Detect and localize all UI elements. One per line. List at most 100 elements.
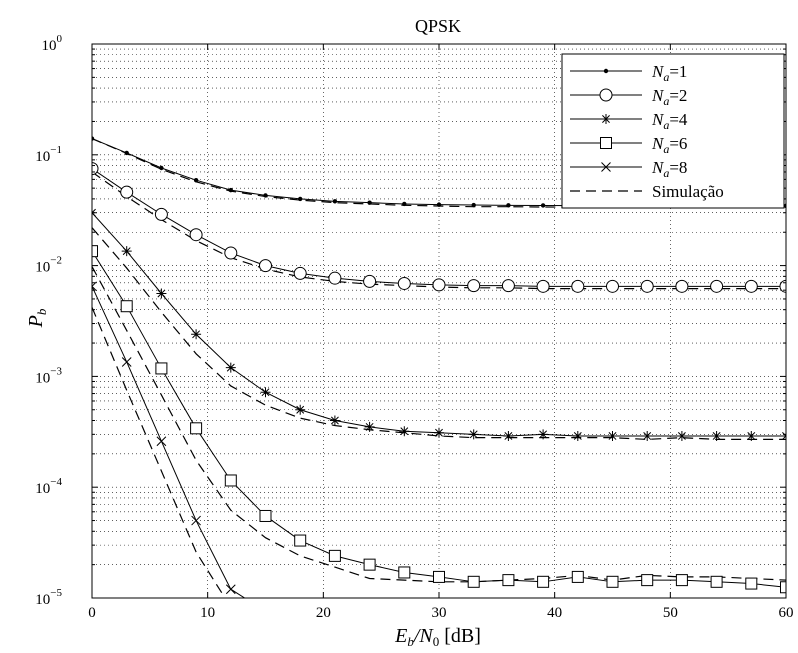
data-point — [367, 200, 372, 205]
legend-marker — [600, 137, 612, 149]
x-axis-label: Eb/N0 [dB] — [394, 625, 481, 649]
data-point — [363, 274, 377, 288]
data-point — [536, 279, 550, 293]
legend-marker — [601, 162, 611, 172]
data-point — [328, 549, 341, 562]
tick-labels: 0 10 20 30 40 50 60 100 10−1 10−2 10−3 10−4 10−5 — [35, 33, 793, 621]
data-point — [606, 279, 619, 293]
data-point — [397, 276, 411, 290]
data-point — [189, 228, 203, 242]
y-tick-label: 10−3 — [35, 365, 62, 386]
data-point — [398, 566, 411, 579]
data-point — [537, 575, 550, 588]
x-tick-label: 20 — [316, 605, 331, 621]
data-point — [263, 193, 268, 198]
data-point — [676, 430, 687, 441]
legend-marker — [601, 114, 611, 124]
data-point — [675, 279, 689, 293]
x-tick-label: 60 — [779, 605, 794, 621]
y-tick-label: 100 — [42, 33, 63, 54]
data-point — [606, 575, 619, 588]
plot-area — [92, 136, 786, 598]
data-point — [191, 329, 202, 340]
legend-label: Na=4 — [651, 110, 688, 132]
legend-marker — [599, 88, 613, 102]
simulation-curve — [92, 307, 226, 598]
y-tick-label: 10−2 — [35, 255, 62, 276]
data-point — [501, 279, 515, 293]
data-point — [434, 427, 444, 438]
x-tick-label: 50 — [663, 605, 678, 621]
data-point — [436, 202, 442, 207]
data-point — [364, 421, 375, 432]
data-point — [225, 584, 236, 595]
data-point — [711, 430, 722, 441]
data-point — [433, 570, 445, 583]
data-point — [467, 575, 480, 588]
x-tick-label: 0 — [88, 605, 96, 621]
data-point — [120, 185, 134, 199]
data-point — [502, 574, 515, 587]
data-point — [228, 187, 233, 193]
data-point — [191, 515, 201, 526]
data-point — [744, 279, 758, 293]
data-point — [121, 246, 132, 257]
data-point — [642, 430, 653, 441]
data-point — [746, 430, 757, 441]
x-tick-label: 10 — [200, 605, 215, 621]
legend-label: Na=1 — [651, 62, 687, 84]
data-point — [399, 426, 410, 437]
data-point — [260, 387, 271, 398]
series-line — [92, 286, 245, 598]
data-point — [328, 271, 342, 285]
data-point — [779, 279, 786, 293]
data-point — [329, 415, 340, 426]
legend-label: Simulação — [652, 182, 724, 201]
data-point — [571, 279, 585, 293]
data-point — [156, 288, 167, 299]
data-point — [780, 581, 786, 594]
data-point — [538, 429, 549, 440]
grid — [92, 44, 786, 598]
data-point — [224, 246, 238, 260]
data-point — [92, 245, 98, 258]
data-point — [190, 422, 203, 435]
legend: Na=1Na=2Na=4Na=6Na=8 Simulação — [561, 53, 785, 209]
data-point — [298, 196, 303, 202]
legend-marker — [603, 68, 609, 74]
data-point — [675, 574, 688, 587]
x-tick-label: 40 — [547, 605, 562, 621]
data-point — [571, 570, 584, 583]
data-point — [710, 279, 724, 293]
data-point — [124, 150, 129, 156]
data-point — [92, 281, 97, 292]
legend-box — [561, 53, 785, 209]
simulation-curve — [92, 227, 786, 441]
data-point — [154, 207, 168, 221]
legend-label: Na=2 — [651, 86, 687, 108]
data-point — [120, 300, 133, 313]
data-point — [159, 165, 164, 171]
data-point — [710, 575, 723, 588]
legend-label: Na=8 — [651, 158, 687, 180]
chart-title: QPSK — [415, 16, 461, 36]
data-point — [363, 558, 376, 571]
data-point — [641, 574, 654, 587]
data-point — [121, 357, 132, 367]
data-point — [92, 136, 95, 141]
data-point — [225, 362, 236, 373]
y-tick-label: 10−1 — [35, 144, 62, 165]
data-point — [193, 177, 199, 183]
legend-label: Na=6 — [651, 134, 687, 156]
y-tick-label: 10−4 — [35, 476, 62, 497]
data-point — [640, 279, 654, 293]
data-point — [259, 259, 272, 273]
data-point — [259, 509, 272, 522]
data-point — [332, 199, 338, 204]
y-axis-label: Pb — [25, 308, 49, 328]
data-point — [506, 203, 511, 208]
data-point — [293, 266, 307, 280]
data-point — [540, 203, 546, 208]
data-point — [402, 201, 407, 207]
